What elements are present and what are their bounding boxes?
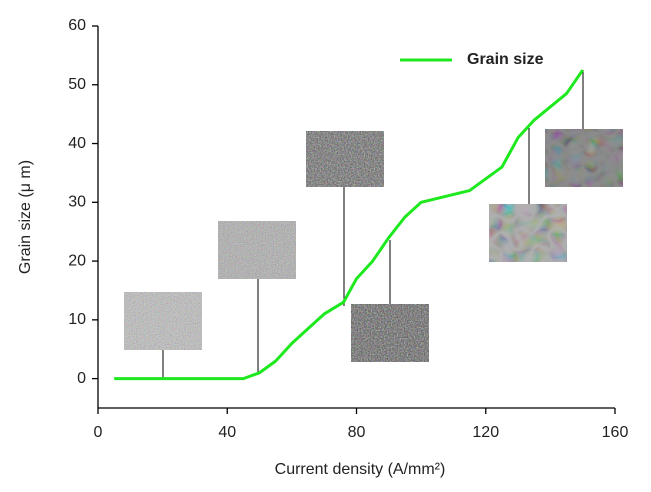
y-tick-label: 0 xyxy=(77,370,86,387)
y-tick-label: 60 xyxy=(68,17,86,34)
y-axis-label: Grain size (μ m) xyxy=(17,160,34,274)
y-tick-label: 20 xyxy=(68,252,86,269)
x-axis-label: Current density (A/mm²) xyxy=(275,461,446,478)
x-tick-label: 80 xyxy=(348,424,366,441)
y-tick-label: 10 xyxy=(68,311,86,328)
micrograph-texture xyxy=(124,292,202,350)
data-line xyxy=(114,69,584,381)
micrograph-texture xyxy=(351,304,429,362)
y-tick-label: 40 xyxy=(68,135,86,152)
y-tick-label: 50 xyxy=(68,76,86,93)
x-tick-label: 40 xyxy=(218,424,236,441)
x-tick-label: 120 xyxy=(472,424,499,441)
x-tick-label: 160 xyxy=(602,424,629,441)
y-tick-label: 30 xyxy=(68,194,86,211)
x-tick-label: 0 xyxy=(94,424,103,441)
micrographs xyxy=(124,70,623,379)
micrograph-texture xyxy=(489,204,567,262)
legend-label: Grain size xyxy=(467,51,544,68)
micrograph-texture xyxy=(545,129,623,187)
micrograph-texture xyxy=(218,221,296,279)
micrograph-texture xyxy=(306,131,384,187)
